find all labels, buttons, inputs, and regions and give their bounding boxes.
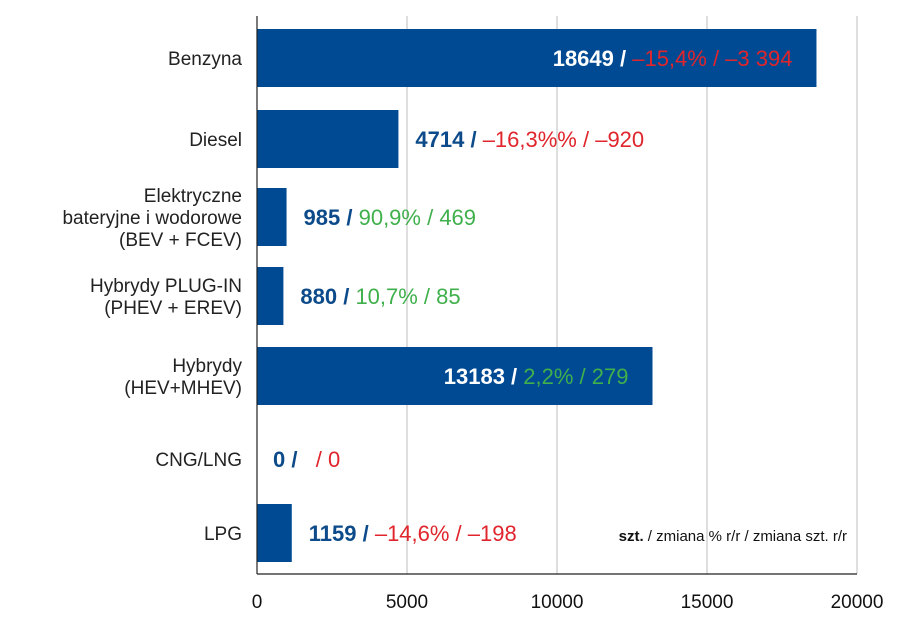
x-tick-label: 5000: [386, 592, 428, 613]
bars: [257, 29, 817, 562]
bar: [257, 188, 287, 246]
gridlines: [406, 16, 858, 574]
units-note-rest: / zmiana % r/r / zmiana szt. r/r: [644, 528, 847, 545]
category-label-line: CNG/LNG: [155, 450, 242, 471]
category-label-line: Benzyna: [168, 49, 242, 70]
category-label-line: bateryjne i wodorowe: [62, 208, 242, 229]
x-tick-label: 20000: [831, 592, 884, 613]
category-labels: Benzyna Diesel Elektryczne bateryjne i wodo…: [62, 49, 242, 545]
data-label: 18649 / –15,4% / –3 394: [553, 46, 793, 71]
data-label: 4714 / –16,3%% / –920: [415, 127, 644, 152]
category-label-line: (BEV + FCEV): [119, 230, 242, 251]
data-label-change: 90,9% / 469: [352, 205, 476, 230]
category-label-line: LPG: [204, 524, 242, 545]
category-label: Benzyna: [168, 49, 242, 70]
x-tick-label: 10000: [531, 592, 584, 613]
data-label-change: 2,2% / 279: [517, 364, 628, 389]
category-label-line: Diesel: [189, 130, 242, 151]
data-label: 0 / / 0: [273, 447, 340, 472]
category-label: LPG: [204, 524, 242, 545]
category-label-line: (PHEV + EREV): [104, 298, 242, 319]
data-labels: 18649 / –15,4% / –3 394 4714 / –16,3%% / …: [273, 46, 792, 546]
data-label: 13183 / 2,2% / 279: [444, 364, 629, 389]
bar: [257, 29, 817, 87]
x-tick-label: 15000: [681, 592, 734, 613]
data-label: 985 / 90,9% / 469: [304, 205, 476, 230]
category-label: CNG/LNG: [155, 450, 242, 471]
data-label: 1159 / –14,6% / –198: [309, 521, 517, 546]
category-label: Hybrydy PLUG-IN (PHEV + EREV): [90, 276, 242, 319]
data-label-change: –16,3%% / –920: [477, 127, 645, 152]
data-label-change: –15,4% / –3 394: [626, 46, 792, 71]
x-tick-label: 0: [252, 592, 263, 613]
category-label: Elektryczne bateryjne i wodorowe (BEV + FC…: [62, 186, 242, 251]
category-label: Hybrydy (HEV+MHEV): [124, 356, 242, 399]
data-label-value: 985 /: [304, 205, 353, 230]
category-label-line: Hybrydy PLUG-IN: [90, 276, 242, 297]
data-label-change: 10,7% / 85: [349, 284, 460, 309]
data-label: 880 / 10,7% / 85: [300, 284, 460, 309]
category-label-line: Hybrydy: [172, 356, 242, 377]
bar: [257, 347, 653, 405]
data-label-value: 13183 /: [444, 364, 517, 389]
data-label-value: 1159 /: [309, 521, 369, 546]
category-label-line: Elektryczne: [144, 186, 242, 207]
units-note-bold: szt.: [619, 528, 644, 545]
x-tick-labels: 0 5000 10000 15000 20000: [252, 592, 884, 613]
bar: [257, 110, 399, 168]
data-label-change: –14,6% / –198: [369, 521, 517, 546]
units-note: szt. / zmiana % r/r / zmiana szt. r/r: [619, 528, 847, 545]
data-label-value: 0 /: [273, 447, 297, 472]
data-label-value: 18649 /: [553, 46, 626, 71]
data-label-value: 4714 /: [415, 127, 476, 152]
category-label-line: (HEV+MHEV): [124, 378, 242, 399]
bar: [257, 504, 292, 562]
data-label-change: / 0: [297, 447, 340, 472]
bar: [257, 267, 284, 325]
category-label: Diesel: [189, 130, 242, 151]
data-label-value: 880 /: [300, 284, 349, 309]
